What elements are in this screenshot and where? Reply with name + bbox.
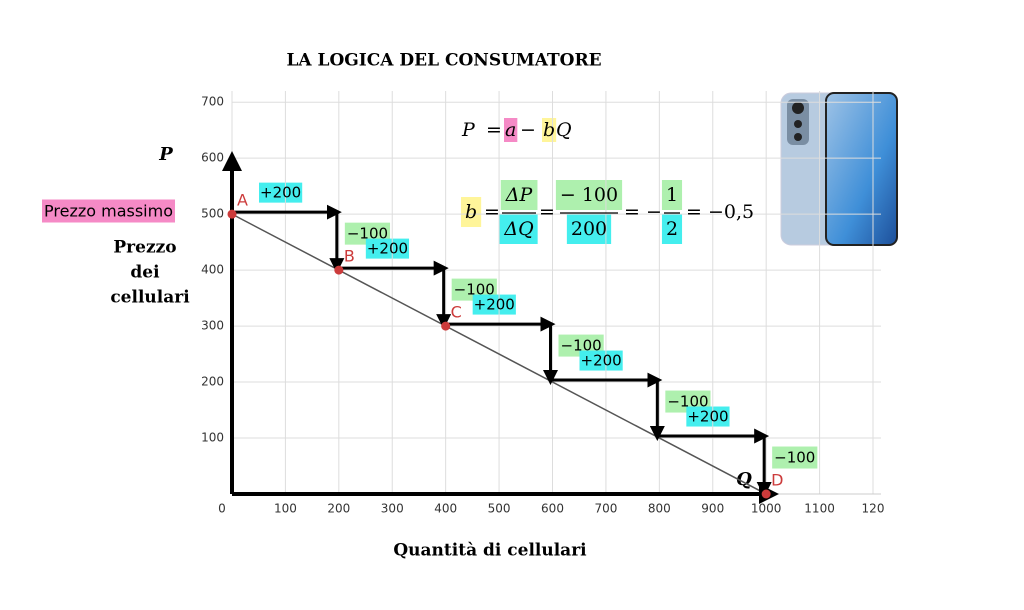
step-label-v: −100 [347, 225, 388, 243]
x-tick-label: 700 [594, 502, 617, 516]
x-tick-label: 0 [218, 502, 226, 516]
step-label-v: −100 [561, 337, 602, 355]
y-tick-label: 300 [201, 319, 224, 333]
y-tick-label: 600 [201, 151, 224, 165]
point [334, 265, 344, 275]
step-label-v: −100 [454, 281, 495, 299]
chart-title: LA LOGICA DEL CONSUMATORE [286, 51, 601, 71]
y-tick-label: 500 [201, 207, 224, 221]
highlight [555, 180, 623, 210]
step-label-h: +200 [367, 240, 408, 258]
y-axis-label: cellulari [110, 288, 190, 308]
highlight [500, 180, 538, 210]
formula-token: Q [556, 119, 572, 141]
x-axis-label: Quantità di cellulari [393, 541, 587, 561]
step-label-h: +200 [687, 408, 728, 426]
highlight [42, 199, 175, 223]
highlight [772, 446, 818, 469]
formula-token: − [520, 119, 536, 141]
formula-token: 200 [571, 218, 607, 240]
step-label-h: +200 [474, 296, 515, 314]
x-tick-label: 300 [381, 502, 404, 516]
point-label: C [451, 303, 462, 322]
y-tick-label: 200 [201, 375, 224, 389]
highlight [259, 182, 303, 203]
formula-token: ΔQ [503, 218, 533, 240]
formula-token: b [465, 201, 477, 223]
highlight [579, 350, 623, 371]
y-axis-label: Prezzo [113, 238, 176, 258]
x-tick-label: 500 [488, 502, 511, 516]
lens [794, 133, 802, 141]
x-tick-label: 800 [648, 502, 671, 516]
step-label-v: −100 [667, 393, 708, 411]
formula-token: = − [624, 201, 662, 223]
step-label-h: +200 [260, 184, 301, 202]
highlight [566, 214, 612, 244]
formula-token: b [543, 119, 555, 141]
y-tick-label: 100 [201, 431, 224, 445]
formula-token: = −0,5 [686, 201, 754, 223]
formula-token: − 100 [560, 184, 618, 206]
x-tick-label: 900 [701, 502, 724, 516]
highlight [365, 238, 410, 259]
lens [794, 120, 802, 128]
y-tick-label: 400 [201, 263, 224, 277]
point-label: D [771, 471, 783, 490]
highlight [472, 294, 516, 315]
x-tick-label: 400 [434, 502, 457, 516]
formula-token: 1 [666, 184, 678, 206]
step-label-v: −100 [774, 449, 815, 467]
formula-token: 2 [666, 218, 678, 240]
x-tick-label: 120 [862, 502, 885, 516]
highlight [661, 180, 683, 210]
formula-token: P [461, 119, 476, 141]
formula-token: a [505, 119, 516, 141]
y-axis-label: dei [130, 263, 160, 283]
x-tick-label: 1000 [751, 502, 782, 516]
x-tick-label: 1100 [804, 502, 835, 516]
grid [231, 91, 881, 494]
formula-token: = [486, 119, 502, 141]
x-tick-label: 200 [327, 502, 350, 516]
highlight [686, 406, 730, 427]
y-axis-letter: P [158, 144, 173, 165]
formula-token: = [484, 201, 500, 223]
phone [780, 92, 898, 246]
point-label: A [237, 191, 248, 210]
highlight [504, 118, 518, 142]
highlight [661, 214, 683, 244]
highlights [42, 118, 818, 469]
highlight [499, 214, 538, 244]
formula-token: = [539, 201, 555, 223]
point [441, 321, 451, 331]
point-label: B [344, 247, 355, 266]
lens [792, 102, 804, 114]
max-price-label: Prezzo massimo [44, 202, 173, 221]
highlight [461, 197, 482, 227]
point [761, 489, 771, 499]
x-tick-label: 100 [274, 502, 297, 516]
point [227, 209, 237, 219]
x-tick-label: 600 [541, 502, 564, 516]
phone-screen [825, 92, 898, 246]
step-label-h: +200 [581, 352, 622, 370]
y-tick-label: 700 [201, 95, 224, 109]
formula-token: ΔP [505, 184, 534, 206]
demand-line [231, 213, 767, 495]
